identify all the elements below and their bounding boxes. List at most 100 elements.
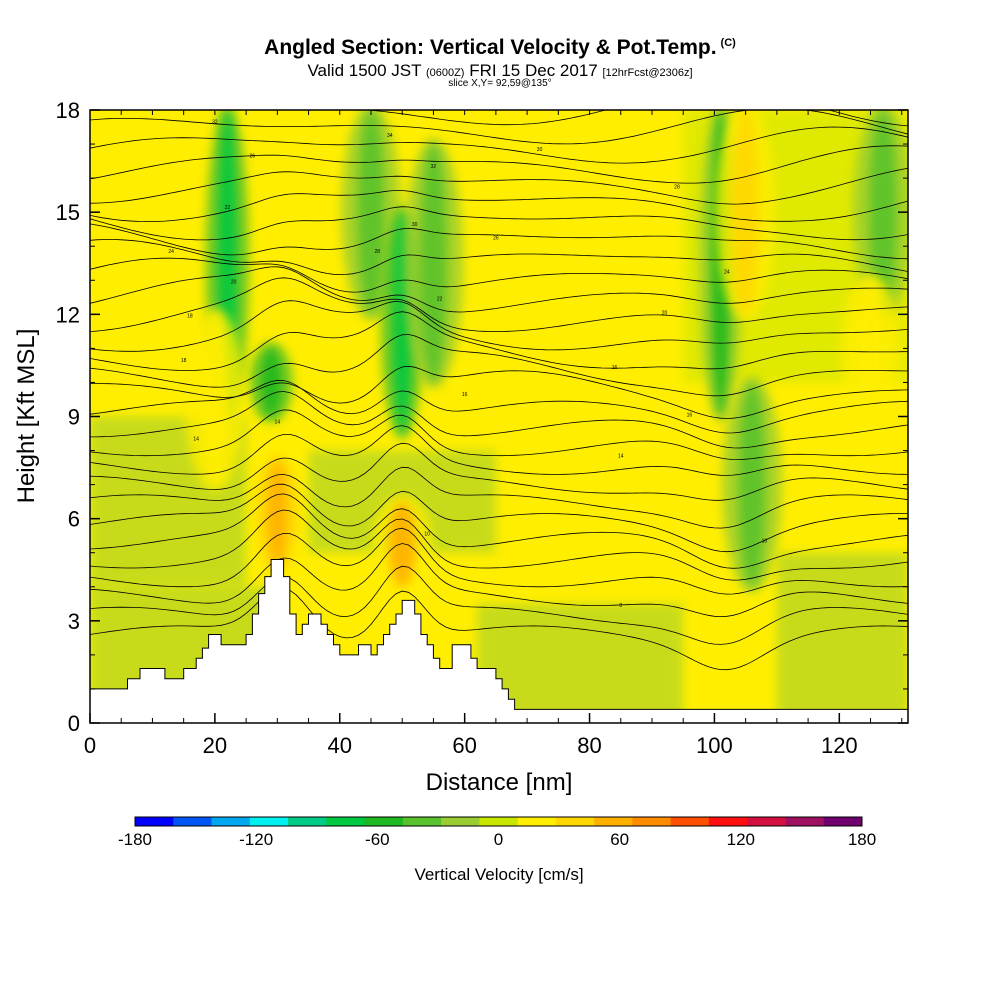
- y-tick-label: 6: [68, 507, 80, 532]
- colorbar-swatch: [708, 817, 748, 826]
- y-axis: 0 3 6 9 12 15 18: [56, 98, 908, 736]
- chart-title: Angled Section: Vertical Velocity & Pot.…: [264, 36, 736, 59]
- y-tick-label: 15: [56, 200, 80, 225]
- contour-label: 18: [187, 314, 193, 320]
- contour-line: [90, 493, 908, 569]
- y-tick-label: 18: [56, 98, 80, 123]
- contour-line: [90, 334, 908, 397]
- chart-subtitle: Valid 1500 JST (0600Z) FRI 15 Dec 2017 […: [307, 61, 693, 80]
- contour-label: 10: [424, 532, 430, 538]
- contour-line: [90, 543, 908, 618]
- contour-line: [90, 391, 908, 449]
- x-tick-label: 120: [821, 733, 858, 758]
- x-tick-label: 100: [696, 733, 733, 758]
- colorbar-tick-label: -120: [239, 830, 273, 849]
- contour-line: [90, 587, 908, 671]
- contour-line: [90, 266, 908, 313]
- colorbar-swatch: [441, 817, 480, 826]
- contour-label: 20: [662, 310, 668, 316]
- colorbar-swatch: [479, 817, 519, 826]
- contour-label: 22: [437, 297, 443, 303]
- contour-line: [90, 110, 908, 145]
- contour-line: [90, 483, 908, 553]
- contour-label: 18: [181, 358, 187, 364]
- contour-label: 16: [687, 413, 693, 419]
- contour-label: 20: [231, 280, 237, 286]
- y-axis-label: Height [Kft MSL]: [13, 329, 40, 504]
- x-tick-label: 20: [203, 733, 227, 758]
- contour-line: [90, 103, 908, 108]
- colorbar-tick-label: 180: [848, 830, 876, 849]
- velocity-core: [388, 501, 416, 587]
- contour-line: [90, 223, 908, 260]
- contour-line: [90, 311, 908, 371]
- contour-label: 16: [462, 392, 468, 398]
- contour-label: 26: [493, 235, 499, 241]
- contour-line: [90, 509, 908, 581]
- colorbar-swatch: [747, 817, 786, 826]
- contour-label: 14: [275, 419, 281, 425]
- contour-line: [90, 527, 908, 595]
- contour-label: 26: [250, 154, 256, 160]
- colorbar-swatch: [364, 817, 404, 826]
- contour-label: 22: [225, 205, 231, 211]
- colorbar-tick-label: -60: [365, 830, 390, 849]
- velocity-core: [357, 110, 385, 315]
- x-tick-label: 0: [84, 733, 96, 758]
- velocity-core: [869, 110, 897, 315]
- contour-line: [90, 466, 908, 529]
- colorbar-swatch: [555, 817, 595, 826]
- contour-line: [90, 257, 908, 293]
- contour-label: 14: [193, 436, 199, 442]
- colorbar-tick-label: 120: [727, 830, 755, 849]
- velocity-core: [201, 314, 229, 485]
- y-tick-label: 9: [68, 405, 80, 430]
- colorbar: -180 -120 -60 0 60 120 180: [118, 816, 876, 849]
- colorbar-swatch: [211, 817, 251, 826]
- colorbar-swatch: [823, 817, 863, 826]
- contour-line: [363, 110, 908, 127]
- contour-line: [90, 442, 908, 501]
- x-tick-label: 60: [452, 733, 476, 758]
- colorbar-tick-label: -180: [118, 830, 152, 849]
- contour-label: 24: [168, 249, 174, 255]
- velocity-core: [738, 382, 766, 587]
- velocity-field: [90, 110, 908, 723]
- contour-label: 16: [612, 365, 618, 371]
- contour-label: 28: [674, 184, 680, 190]
- terrain: [90, 559, 908, 723]
- contour-label: 8: [619, 603, 622, 609]
- colorbar-swatch: [594, 817, 633, 826]
- colorbar-tick-label: 0: [494, 830, 503, 849]
- contour-line: [90, 379, 908, 434]
- contour-line: [90, 425, 908, 476]
- x-tick-label: 80: [577, 733, 601, 758]
- contour-label: 14: [618, 453, 624, 459]
- contour-line: [90, 145, 908, 184]
- colorbar-swatch: [288, 817, 327, 826]
- colorbar-swatch: [402, 817, 442, 826]
- pot-temp-contours: 8 10 10 14 14 14 16 16 16 18 18 20 20 22 22 24 24 26 26 28 2…: [90, 103, 908, 671]
- colorbar-swatch: [517, 817, 557, 826]
- contour-line: [90, 409, 908, 461]
- y-tick-label: 12: [56, 302, 80, 327]
- contour-line: [90, 277, 908, 333]
- colorbar-frame: [134, 816, 863, 827]
- contour-label: 28: [374, 249, 380, 255]
- velocity-core: [261, 348, 281, 417]
- colorbar-label: Vertical Velocity [cm/s]: [414, 865, 583, 884]
- y-tick-label: 3: [68, 609, 80, 634]
- velocity-zone: [776, 552, 908, 723]
- contour-line: [90, 300, 908, 352]
- contour-label: 30: [412, 222, 418, 228]
- colorbar-swatch: [173, 817, 213, 826]
- contour-line: [90, 190, 908, 222]
- x-tick-label: 40: [328, 733, 352, 758]
- colorbar-tick-label: 60: [610, 830, 629, 849]
- contour-line: [90, 565, 908, 645]
- contour-line: [90, 126, 908, 164]
- colorbar-swatch: [670, 817, 710, 826]
- colorbar-swatch: [135, 817, 174, 826]
